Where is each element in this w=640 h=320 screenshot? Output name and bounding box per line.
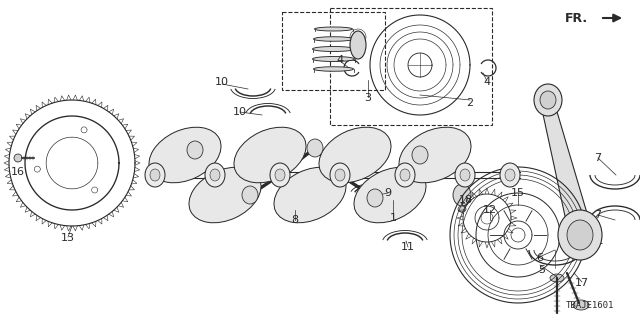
Ellipse shape [187,141,203,159]
Ellipse shape [312,46,355,52]
Text: 4: 4 [337,55,344,65]
Text: 18: 18 [459,195,473,205]
Ellipse shape [400,169,410,181]
Ellipse shape [458,206,466,212]
Ellipse shape [567,220,593,250]
Ellipse shape [242,186,258,204]
Ellipse shape [234,127,306,183]
Bar [330,8,492,125]
Text: 15: 15 [511,188,525,198]
Text: TBAJE1601: TBAJE1601 [566,300,614,309]
Ellipse shape [460,169,470,181]
Ellipse shape [573,300,589,310]
Text: 11: 11 [401,242,415,252]
Text: 7: 7 [595,210,602,220]
Ellipse shape [145,163,165,187]
Ellipse shape [319,127,391,183]
Ellipse shape [354,167,426,223]
Text: 9: 9 [385,188,392,198]
Ellipse shape [149,127,221,183]
Ellipse shape [540,91,556,109]
Text: 16: 16 [11,167,25,177]
Ellipse shape [367,189,383,207]
Text: 5: 5 [538,265,545,275]
Ellipse shape [330,163,350,187]
Text: 12: 12 [483,205,497,215]
Text: FR.: FR. [565,12,588,26]
Ellipse shape [534,84,562,116]
Ellipse shape [205,163,225,187]
Ellipse shape [274,167,346,223]
Ellipse shape [455,163,475,187]
Text: 17: 17 [575,278,589,288]
Ellipse shape [558,210,602,260]
Text: 2: 2 [467,98,474,108]
Text: 8: 8 [291,215,299,225]
Ellipse shape [314,37,353,41]
Ellipse shape [500,163,520,187]
Ellipse shape [412,146,428,164]
Ellipse shape [312,57,355,61]
Ellipse shape [210,169,220,181]
Ellipse shape [14,154,22,162]
Ellipse shape [350,31,366,59]
Text: 6: 6 [536,253,543,263]
Ellipse shape [550,274,564,282]
Polygon shape [541,105,592,230]
Text: 3: 3 [365,93,371,103]
Ellipse shape [270,163,290,187]
Ellipse shape [275,169,285,181]
Ellipse shape [307,139,323,157]
Ellipse shape [505,169,515,181]
Ellipse shape [399,127,471,183]
Ellipse shape [150,169,160,181]
Text: 1: 1 [390,213,397,223]
Ellipse shape [335,169,345,181]
Text: 4: 4 [483,77,491,87]
Ellipse shape [189,167,261,223]
Text: 13: 13 [61,233,75,243]
Text: 10: 10 [233,107,247,117]
Ellipse shape [314,67,353,71]
Text: 7: 7 [595,153,602,163]
Ellipse shape [453,184,471,206]
Text: 10: 10 [215,77,229,87]
Ellipse shape [395,163,415,187]
Ellipse shape [314,27,353,31]
Bar [282,12,385,90]
